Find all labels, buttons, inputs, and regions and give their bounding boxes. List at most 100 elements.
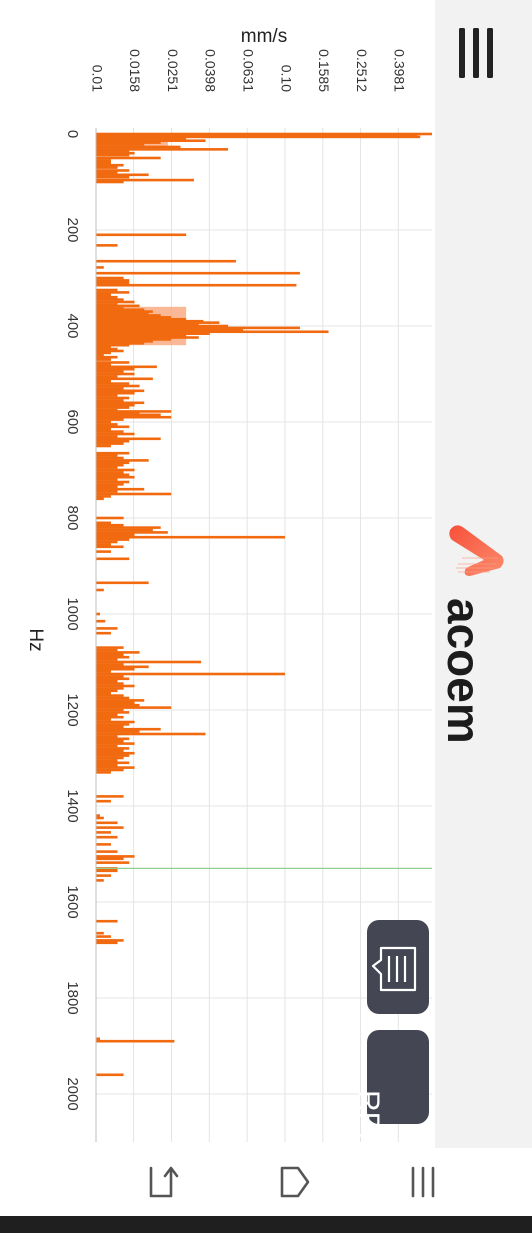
- spectrum-bar: [96, 233, 187, 237]
- brand-name: acoem: [440, 598, 490, 744]
- y-axis-title: mm/s: [241, 26, 287, 47]
- spectrum-bar: [96, 336, 199, 339]
- spectrum-bar: [96, 814, 101, 817]
- spectrum-bar: [96, 175, 130, 179]
- spectrum-bar: [96, 648, 118, 652]
- amplitude-tick-label: 0.01: [89, 65, 105, 92]
- home-icon[interactable]: [274, 1162, 314, 1202]
- spectrum-bar: [96, 612, 101, 616]
- spectrum-bar: [96, 768, 124, 772]
- spectrum-bar: [96, 153, 130, 157]
- spectrum-bar: [96, 132, 432, 136]
- spectrum-bar: [96, 244, 118, 247]
- spectrum-bar: [96, 406, 130, 409]
- spectrum-bar: [96, 557, 130, 561]
- amplitude-tick-label: 0.0398: [203, 49, 219, 92]
- system-navigation-bar: [0, 1148, 532, 1216]
- spectrum-bar: [96, 304, 140, 308]
- spectrum-bar: [96, 459, 149, 462]
- spectrum-bar: [96, 283, 297, 287]
- right-toolbar: [435, 0, 532, 1148]
- spectrum-bar: [96, 430, 124, 433]
- spectrum-bar: [96, 816, 104, 820]
- spectrum-bar: [96, 413, 161, 417]
- spectrum-bar: [96, 1037, 101, 1041]
- spectrum-bar: [96, 763, 118, 767]
- spectrum-bar: [96, 696, 130, 700]
- spectrum-bar: [96, 543, 111, 546]
- spectrum-bar: [96, 365, 157, 369]
- spectrum-bar: [96, 939, 124, 942]
- spectrum-bar: [96, 303, 118, 306]
- spectrum-bar: [96, 341, 145, 345]
- spectrum-bar: [96, 771, 111, 774]
- spectrum-bar: [96, 874, 111, 877]
- spectrum-bar: [96, 869, 118, 873]
- spectrum-bar: [96, 742, 135, 745]
- spectrum-bar: [96, 487, 145, 491]
- spectrum-bar: [96, 298, 124, 301]
- spectrum-bar: [96, 751, 135, 755]
- spectrum-bar: [96, 288, 118, 292]
- spectrum-bar: [96, 353, 104, 357]
- spectrum-bar: [96, 718, 111, 721]
- spectrum-bar: [96, 490, 118, 493]
- menu-icon[interactable]: [455, 26, 497, 80]
- notes-button[interactable]: [367, 920, 429, 1014]
- spectrum-bar: [96, 653, 124, 657]
- back-icon[interactable]: [145, 1162, 185, 1202]
- spectrum-bar: [96, 516, 124, 520]
- recent-apps-icon[interactable]: [403, 1162, 443, 1202]
- spectrum-bar: [96, 418, 124, 421]
- spectrum-bars: [96, 132, 432, 1077]
- spectrum-bar: [96, 713, 118, 717]
- spectrum-bar: [96, 684, 135, 688]
- spectrum-bar: [96, 480, 130, 484]
- note-icon: [371, 946, 417, 992]
- spectrum-bar: [96, 355, 118, 359]
- spectrum-bar: [96, 821, 118, 825]
- spectrum-bar: [96, 408, 118, 412]
- spectrum-bar: [96, 682, 124, 685]
- spectrum-bar: [96, 143, 145, 146]
- spectrum-bar: [96, 159, 111, 162]
- spectrum-bar: [96, 861, 130, 864]
- spectrum-bar: [96, 151, 135, 155]
- spectrum-bar: [96, 340, 153, 343]
- rpm-button[interactable]: RPM: [352, 1030, 429, 1157]
- spectrum-bar: [96, 672, 285, 676]
- spectrum-bar: [96, 454, 118, 457]
- spectrum-bar: [96, 300, 135, 304]
- spectrum-bar: [96, 723, 130, 726]
- frequency-tick-label: 1000: [64, 597, 81, 630]
- spectrum-bar: [96, 259, 236, 263]
- frequency-ticks: 0 200 400 600 800 1000 1200 1400 1600 1800 2000: [64, 130, 81, 1111]
- spectrum-bar: [96, 627, 118, 630]
- spectrum-bar: [96, 401, 145, 405]
- spectrum-bar: [96, 312, 149, 315]
- spectrum-bar: [96, 478, 118, 481]
- spectrum-bar: [96, 435, 118, 438]
- spectrum-bar: [96, 759, 118, 762]
- spectrum-bar: [96, 655, 130, 659]
- spectrum-bar: [96, 141, 161, 144]
- spectrum-bar: [96, 328, 244, 332]
- spectrum-bar: [96, 550, 111, 553]
- home-indicator-bar: [0, 1216, 532, 1233]
- spectrum-bar: [96, 538, 130, 541]
- spectrum-bar: [96, 631, 111, 635]
- spectrum-bar: [96, 531, 168, 534]
- spectrum-bar: [96, 941, 118, 945]
- spectrum-bar: [96, 171, 118, 174]
- spectrum-bar: [96, 316, 172, 319]
- spectrum-bar: [96, 370, 124, 373]
- spectrum-bar: [96, 715, 124, 719]
- spectrum-bar: [96, 727, 161, 731]
- spectrum-bar: [96, 271, 300, 275]
- spectrum-bar: [96, 351, 111, 355]
- spectrum-bar: [96, 399, 124, 402]
- spectrum-bar: [96, 425, 130, 429]
- spectrum-bar: [96, 156, 161, 160]
- amplitude-tick-label: 0.2512: [354, 49, 370, 92]
- spectrum-bar: [96, 663, 124, 666]
